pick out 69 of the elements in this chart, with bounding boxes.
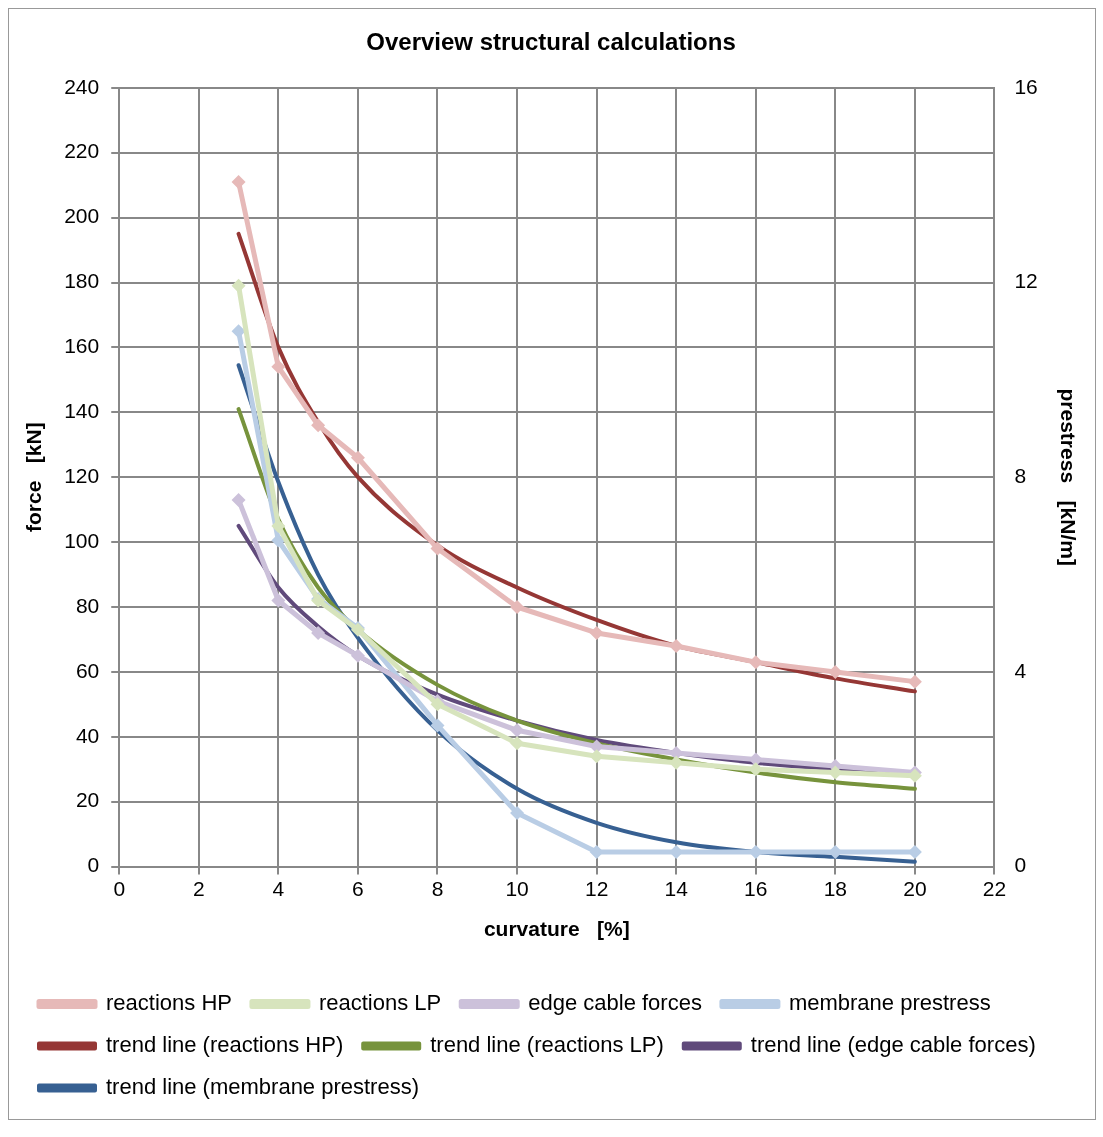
y-tick-label: 200 [64,204,100,228]
x-tick-label: 8 [431,877,444,900]
y-tick-label: 120 [64,464,100,487]
point [669,638,684,653]
point [231,492,246,507]
point [430,718,445,733]
y-tick-label: 160 [64,334,100,358]
point [589,749,604,764]
point [828,765,843,780]
legend-label: trend line (membrane prestress) [106,1074,420,1100]
y-tick-label: 240 [64,74,100,98]
y-tick-label: 20 [75,788,100,812]
x-tick-label: 12 [584,877,609,900]
chart-title: Overview structural calculations [366,28,736,56]
y2-tick-label: 8 [1014,464,1027,487]
legend-label: edge cable forces [528,990,702,1016]
legend-label: reactions HP [106,990,232,1016]
x-tick-label: 0 [113,877,126,900]
point [748,655,763,670]
legend-label: trend line (edge cable forces) [750,1032,1036,1058]
legend-label: reactions LP [318,990,442,1016]
y2-tick-label: 0 [1014,853,1027,877]
point [748,762,763,777]
point [231,324,246,339]
y2-axis-title: prestress [kN/m] [1056,388,1080,566]
point [589,845,604,859]
point [350,648,365,663]
point [271,593,286,608]
point [311,625,326,640]
y-tick-label: 40 [75,723,100,747]
point [510,806,525,821]
y2-tick-label: 16 [1014,74,1038,98]
point [271,533,286,548]
x-tick-label: 10 [505,877,529,900]
point [510,736,525,751]
x-tick-label: 22 [982,877,1007,900]
y-tick-label: 60 [75,658,100,682]
x-axis-title: curvature [%] [483,917,630,941]
y-tick-label: 180 [64,269,100,293]
point [589,625,604,640]
point [311,418,326,433]
x-tick-label: 6 [352,877,364,900]
y-tick-label: 140 [64,399,100,423]
y2-tick-label: 12 [1014,269,1038,293]
y2-tick-label: 4 [1014,658,1027,682]
x-tick-label: 18 [823,877,847,900]
point [510,723,525,738]
y-tick-label: 80 [75,593,100,617]
x-tick-label: 2 [192,877,205,900]
point [510,600,525,614]
y-tick-label: 220 [64,139,100,163]
point [430,541,445,556]
point [231,174,246,189]
x-tick-label: 16 [744,877,768,900]
x-tick-label: 20 [903,877,927,900]
point [231,278,246,293]
point [907,674,922,689]
y-tick-label: 100 [64,528,100,552]
point [669,755,684,770]
legend-label: membrane prestress [788,990,991,1016]
legend-label: trend line (reactions HP) [106,1032,344,1058]
point [350,450,365,465]
y-tick-label: 0 [87,853,100,877]
y-axis-title: force [kN] [22,422,46,533]
point [271,359,286,374]
point [271,518,286,533]
x-tick-label: 4 [272,877,285,900]
legend-label: trend line (reactions LP) [430,1032,664,1058]
x-tick-label: 14 [664,877,689,900]
